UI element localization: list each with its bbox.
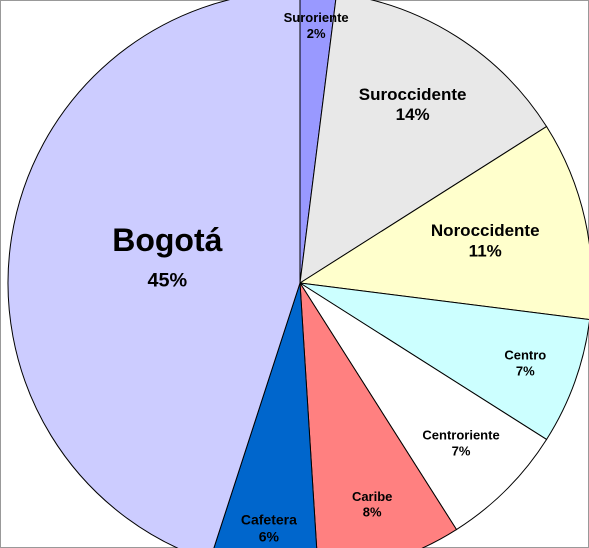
value-label: 2%: [307, 26, 326, 41]
pie-slice: [299, 0, 548, 284]
slice-label: Centroriente: [422, 428, 499, 443]
slice-label: Bogotá: [112, 222, 222, 258]
pie-slice: [213, 282, 318, 548]
slice-label: Cafetera: [241, 512, 297, 528]
slice-label: Suroriente: [284, 10, 349, 25]
value-label: 7%: [516, 363, 535, 378]
value-label: 11%: [469, 241, 502, 260]
pie-slice: [299, 282, 589, 441]
slice-label: Suroccidente: [359, 85, 467, 104]
pie-slice: [299, 282, 548, 531]
slice-label: Noroccidente: [431, 221, 540, 240]
value-label: 7%: [452, 443, 471, 458]
slice-label: Centro: [504, 348, 546, 363]
value-label: 8%: [363, 504, 382, 519]
value-label: 6%: [259, 528, 280, 544]
pie-slice: [299, 282, 458, 548]
pie-slice: [7, 0, 301, 548]
value-label: 45%: [147, 269, 187, 291]
pie-slice: [298, 125, 589, 321]
slice-label: Caribe: [352, 489, 392, 504]
value-label: 14%: [396, 105, 430, 124]
